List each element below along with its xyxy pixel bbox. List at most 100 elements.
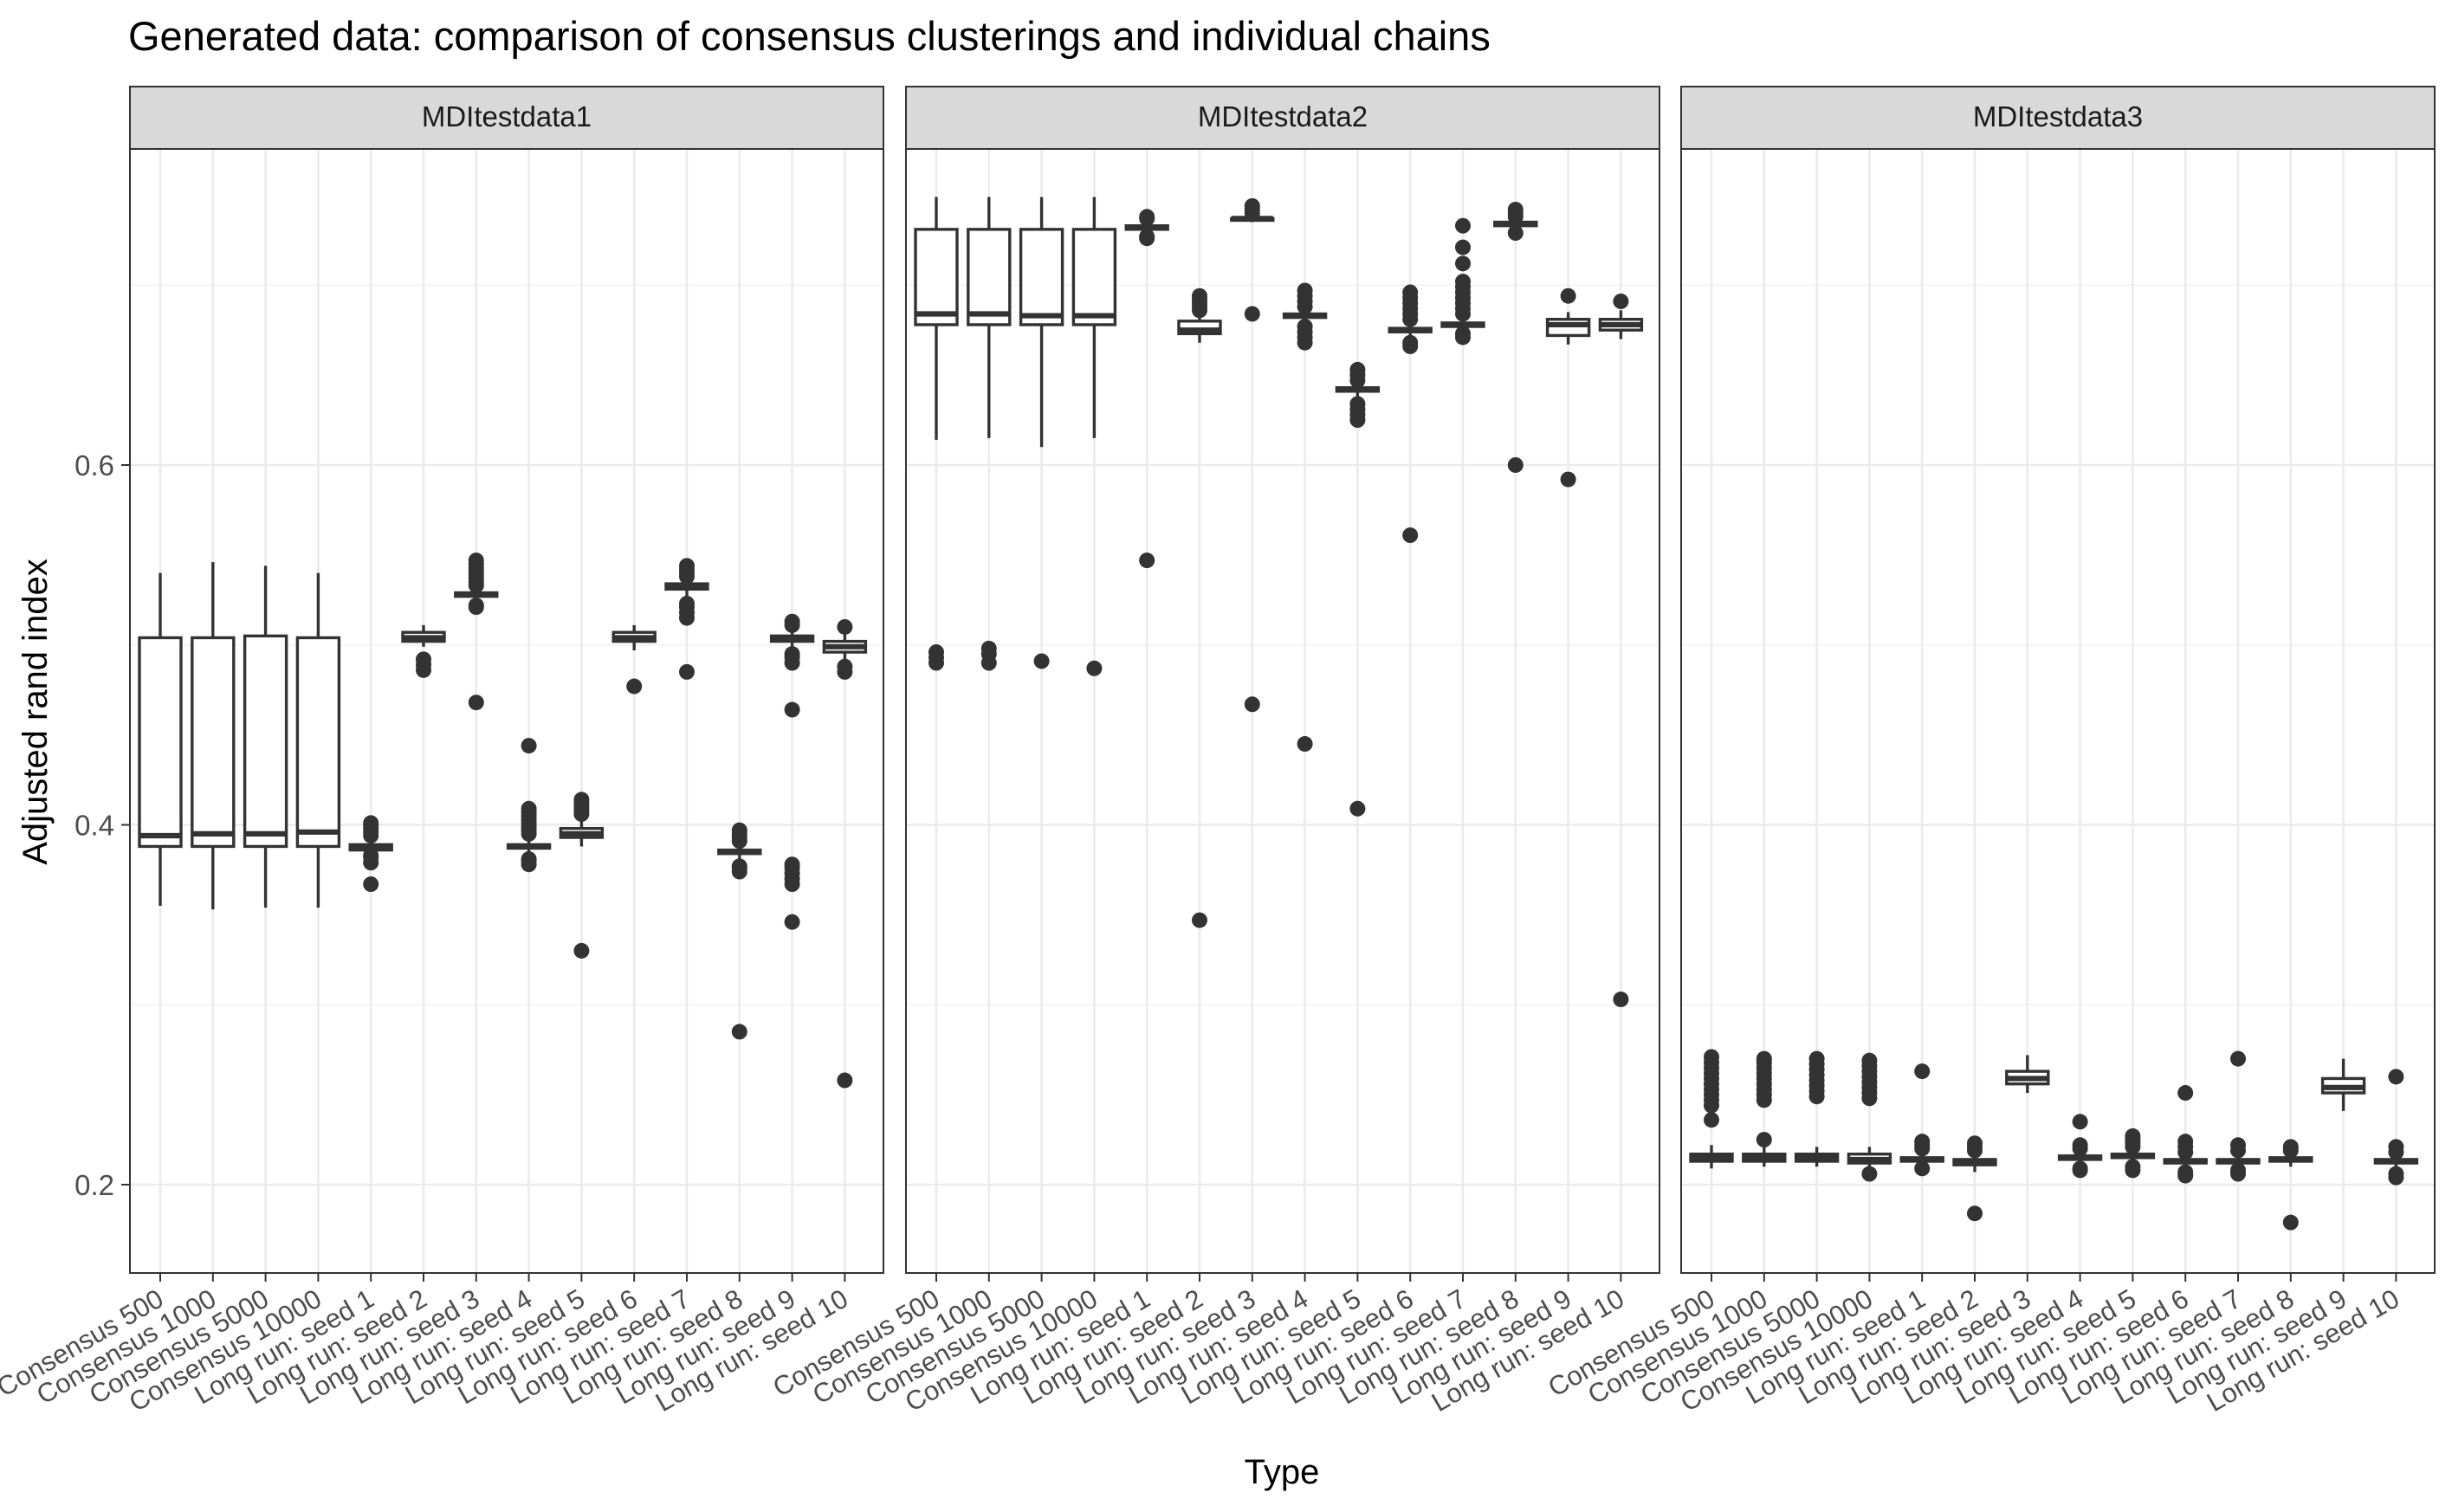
outlier-point <box>363 876 379 893</box>
outlier-point <box>2388 1166 2404 1182</box>
iqr-box <box>967 228 1012 326</box>
outlier-point <box>2230 1162 2246 1179</box>
outlier-point <box>1139 552 1155 569</box>
outlier-point <box>2177 1164 2194 1180</box>
outlier-point <box>1349 396 1366 412</box>
outlier-point <box>2388 1069 2404 1085</box>
outlier-point <box>1297 282 1313 299</box>
box-long-run-seed-5 <box>559 792 605 959</box>
box-long-run-seed-6 <box>2163 1085 2208 1184</box>
outlier-point <box>1192 288 1207 304</box>
box-long-run-seed-10 <box>2373 1069 2419 1186</box>
box-consensus-500 <box>1689 1049 1734 1169</box>
outlier-point <box>1560 288 1576 304</box>
outlier-point <box>521 800 537 817</box>
box-long-run-seed-10 <box>822 618 868 1089</box>
outlier-point <box>2072 1160 2088 1177</box>
box-long-run-seed-1 <box>1124 209 1169 569</box>
outlier-point <box>468 695 484 711</box>
outlier-point <box>1455 274 1471 290</box>
outlier-point <box>521 850 537 867</box>
outlier-point <box>521 738 537 754</box>
outlier-point <box>1914 1134 1931 1150</box>
box-long-run-seed-2 <box>401 624 446 678</box>
y-tick-label: 0.4 <box>74 810 114 842</box>
box-long-run-seed-9 <box>2320 1058 2366 1111</box>
outlier-point <box>1244 197 1260 214</box>
iqr-box <box>1019 228 1064 326</box>
outlier-point <box>573 942 590 959</box>
outlier-point <box>468 598 484 614</box>
box-long-run-seed-5 <box>2110 1128 2156 1179</box>
outlier-point <box>837 1072 853 1089</box>
box-consensus-5000 <box>1794 1050 1840 1167</box>
panel-border <box>905 148 1660 1274</box>
facet-strip <box>129 86 884 150</box>
x-axis-title: Type <box>1245 1453 1320 1491</box>
outlier-point <box>2230 1137 2246 1153</box>
outlier-point <box>837 658 853 675</box>
outlier-point <box>1967 1135 1983 1152</box>
box-long-run-seed-5 <box>1335 361 1381 817</box>
outlier-point <box>679 558 695 574</box>
outlier-point <box>837 618 853 635</box>
outlier-point <box>1297 736 1313 753</box>
outlier-point <box>1455 255 1471 272</box>
outlier-point <box>1192 912 1207 928</box>
box-consensus-10000 <box>295 572 341 908</box>
y-tick-label: 0.2 <box>74 1169 114 1201</box>
outlier-point <box>2072 1114 2088 1130</box>
facet-strip-label: MDItestdata3 <box>1973 100 2143 132</box>
box-consensus-10000 <box>1071 197 1117 676</box>
outlier-point <box>1507 457 1524 473</box>
box-consensus-500 <box>914 197 959 671</box>
outlier-point <box>2125 1159 2141 1175</box>
outlier-point <box>2072 1137 2088 1153</box>
outlier-point <box>2177 1134 2194 1150</box>
outlier-point <box>1244 306 1260 322</box>
box-consensus-10000 <box>1847 1052 1892 1182</box>
outlier-point <box>2230 1050 2246 1067</box>
outlier-point <box>1704 1049 1719 1065</box>
outlier-point <box>1756 1132 1772 1148</box>
box-long-run-seed-8 <box>717 822 762 1040</box>
outlier-point <box>1613 992 1629 1008</box>
outlier-point <box>679 595 695 611</box>
iqr-box <box>295 636 341 849</box>
outlier-point <box>1507 225 1524 242</box>
outlier-point <box>1861 1166 1878 1182</box>
box-long-run-seed-6 <box>611 624 657 695</box>
outlier-point <box>2125 1128 2141 1144</box>
outlier-point <box>784 646 800 662</box>
box-long-run-seed-4 <box>2057 1114 2103 1179</box>
box-long-run-seed-3 <box>1230 197 1275 713</box>
box-long-run-seed-2 <box>1177 288 1222 928</box>
box-consensus-5000 <box>1019 197 1064 669</box>
facet-strip-label: MDItestdata2 <box>1198 100 1368 132</box>
box-long-run-seed-2 <box>1952 1135 1997 1222</box>
y-axis-title: Adjusted rand index <box>16 559 55 865</box>
box-consensus-5000 <box>243 565 288 908</box>
outlier-point <box>784 701 800 718</box>
iqr-box <box>191 636 236 849</box>
outlier-point <box>1244 696 1260 713</box>
box-long-run-seed-9 <box>1545 288 1591 488</box>
outlier-point <box>2177 1085 2194 1102</box>
outlier-point <box>1756 1050 1772 1067</box>
outlier-point <box>784 914 800 930</box>
facet-strip <box>905 86 1660 150</box>
outlier-point <box>1861 1052 1878 1069</box>
chart-title: Generated data: comparison of consensus … <box>128 13 1491 59</box>
outlier-point <box>1402 334 1419 351</box>
outlier-point <box>363 847 379 863</box>
outlier-point <box>1455 326 1471 342</box>
facet-strip <box>1680 86 2436 150</box>
outlier-point <box>1349 800 1366 817</box>
outlier-point <box>2388 1139 2404 1155</box>
box-long-run-seed-7 <box>1440 217 1485 346</box>
outlier-point <box>468 552 484 569</box>
facet-strip-label: MDItestdata1 <box>422 100 592 132</box>
outlier-point <box>731 858 747 875</box>
